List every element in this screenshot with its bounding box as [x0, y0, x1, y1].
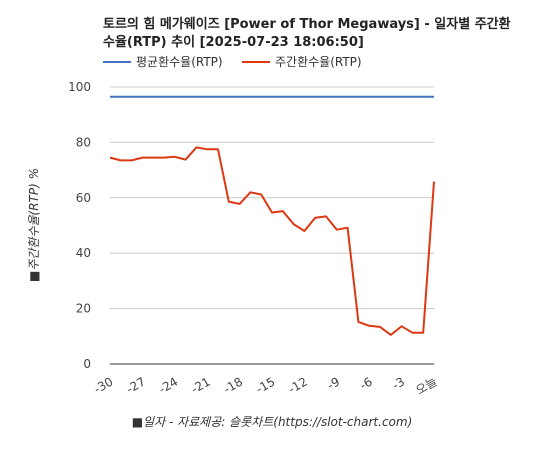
x-tick-label: -24 — [156, 374, 180, 396]
chart-title-line-2: 수율(RTP) 추이 [2025-07-23 18:06:50] — [103, 34, 364, 50]
x-tick-label: -18 — [221, 374, 245, 396]
chart-title-line-1: 토르의 힘 메가웨이즈 [Power of Thor Megaways] - 일… — [103, 16, 511, 32]
x-axis-ticks: -30 -27 -24 -21 -18 -15 -12 -9 -6 -3 오늘 — [92, 374, 440, 397]
x-axis-label: ■일자 - 자료제공: 슬롯차트(https://slot-chart.com) — [132, 415, 413, 429]
y-tick-label: 100 — [68, 80, 91, 94]
x-tick-label: -6 — [357, 374, 374, 392]
gridlines — [110, 86, 434, 365]
x-tick-label: -3 — [390, 374, 407, 392]
series-line-2 — [109, 146, 435, 336]
y-tick-label: 80 — [76, 135, 91, 149]
y-tick-label: 60 — [76, 191, 91, 205]
x-tick-label: -9 — [325, 374, 342, 392]
legend-label: 평균환수율(RTP) — [136, 55, 223, 69]
y-tick-label: 0 — [83, 357, 91, 371]
y-tick-label: 20 — [76, 302, 91, 316]
x-tick-label: -30 — [92, 374, 116, 396]
y-axis-label: ■주간환수율(RTP) % — [27, 168, 41, 282]
y-axis-ticks: 0 20 40 60 80 100 — [68, 80, 91, 371]
legend-label: 주간환수율(RTP) — [275, 55, 362, 69]
x-tick-label: -12 — [286, 374, 310, 396]
x-tick-label: -15 — [254, 374, 278, 396]
series-lines — [109, 95, 435, 336]
legend: 평균환수율(RTP) 주간환수율(RTP) — [103, 55, 362, 69]
y-tick-label: 40 — [76, 246, 91, 260]
x-tick-label: -21 — [189, 374, 213, 396]
x-tick-label: -27 — [124, 374, 148, 396]
x-tick-label: 오늘 — [413, 374, 439, 397]
